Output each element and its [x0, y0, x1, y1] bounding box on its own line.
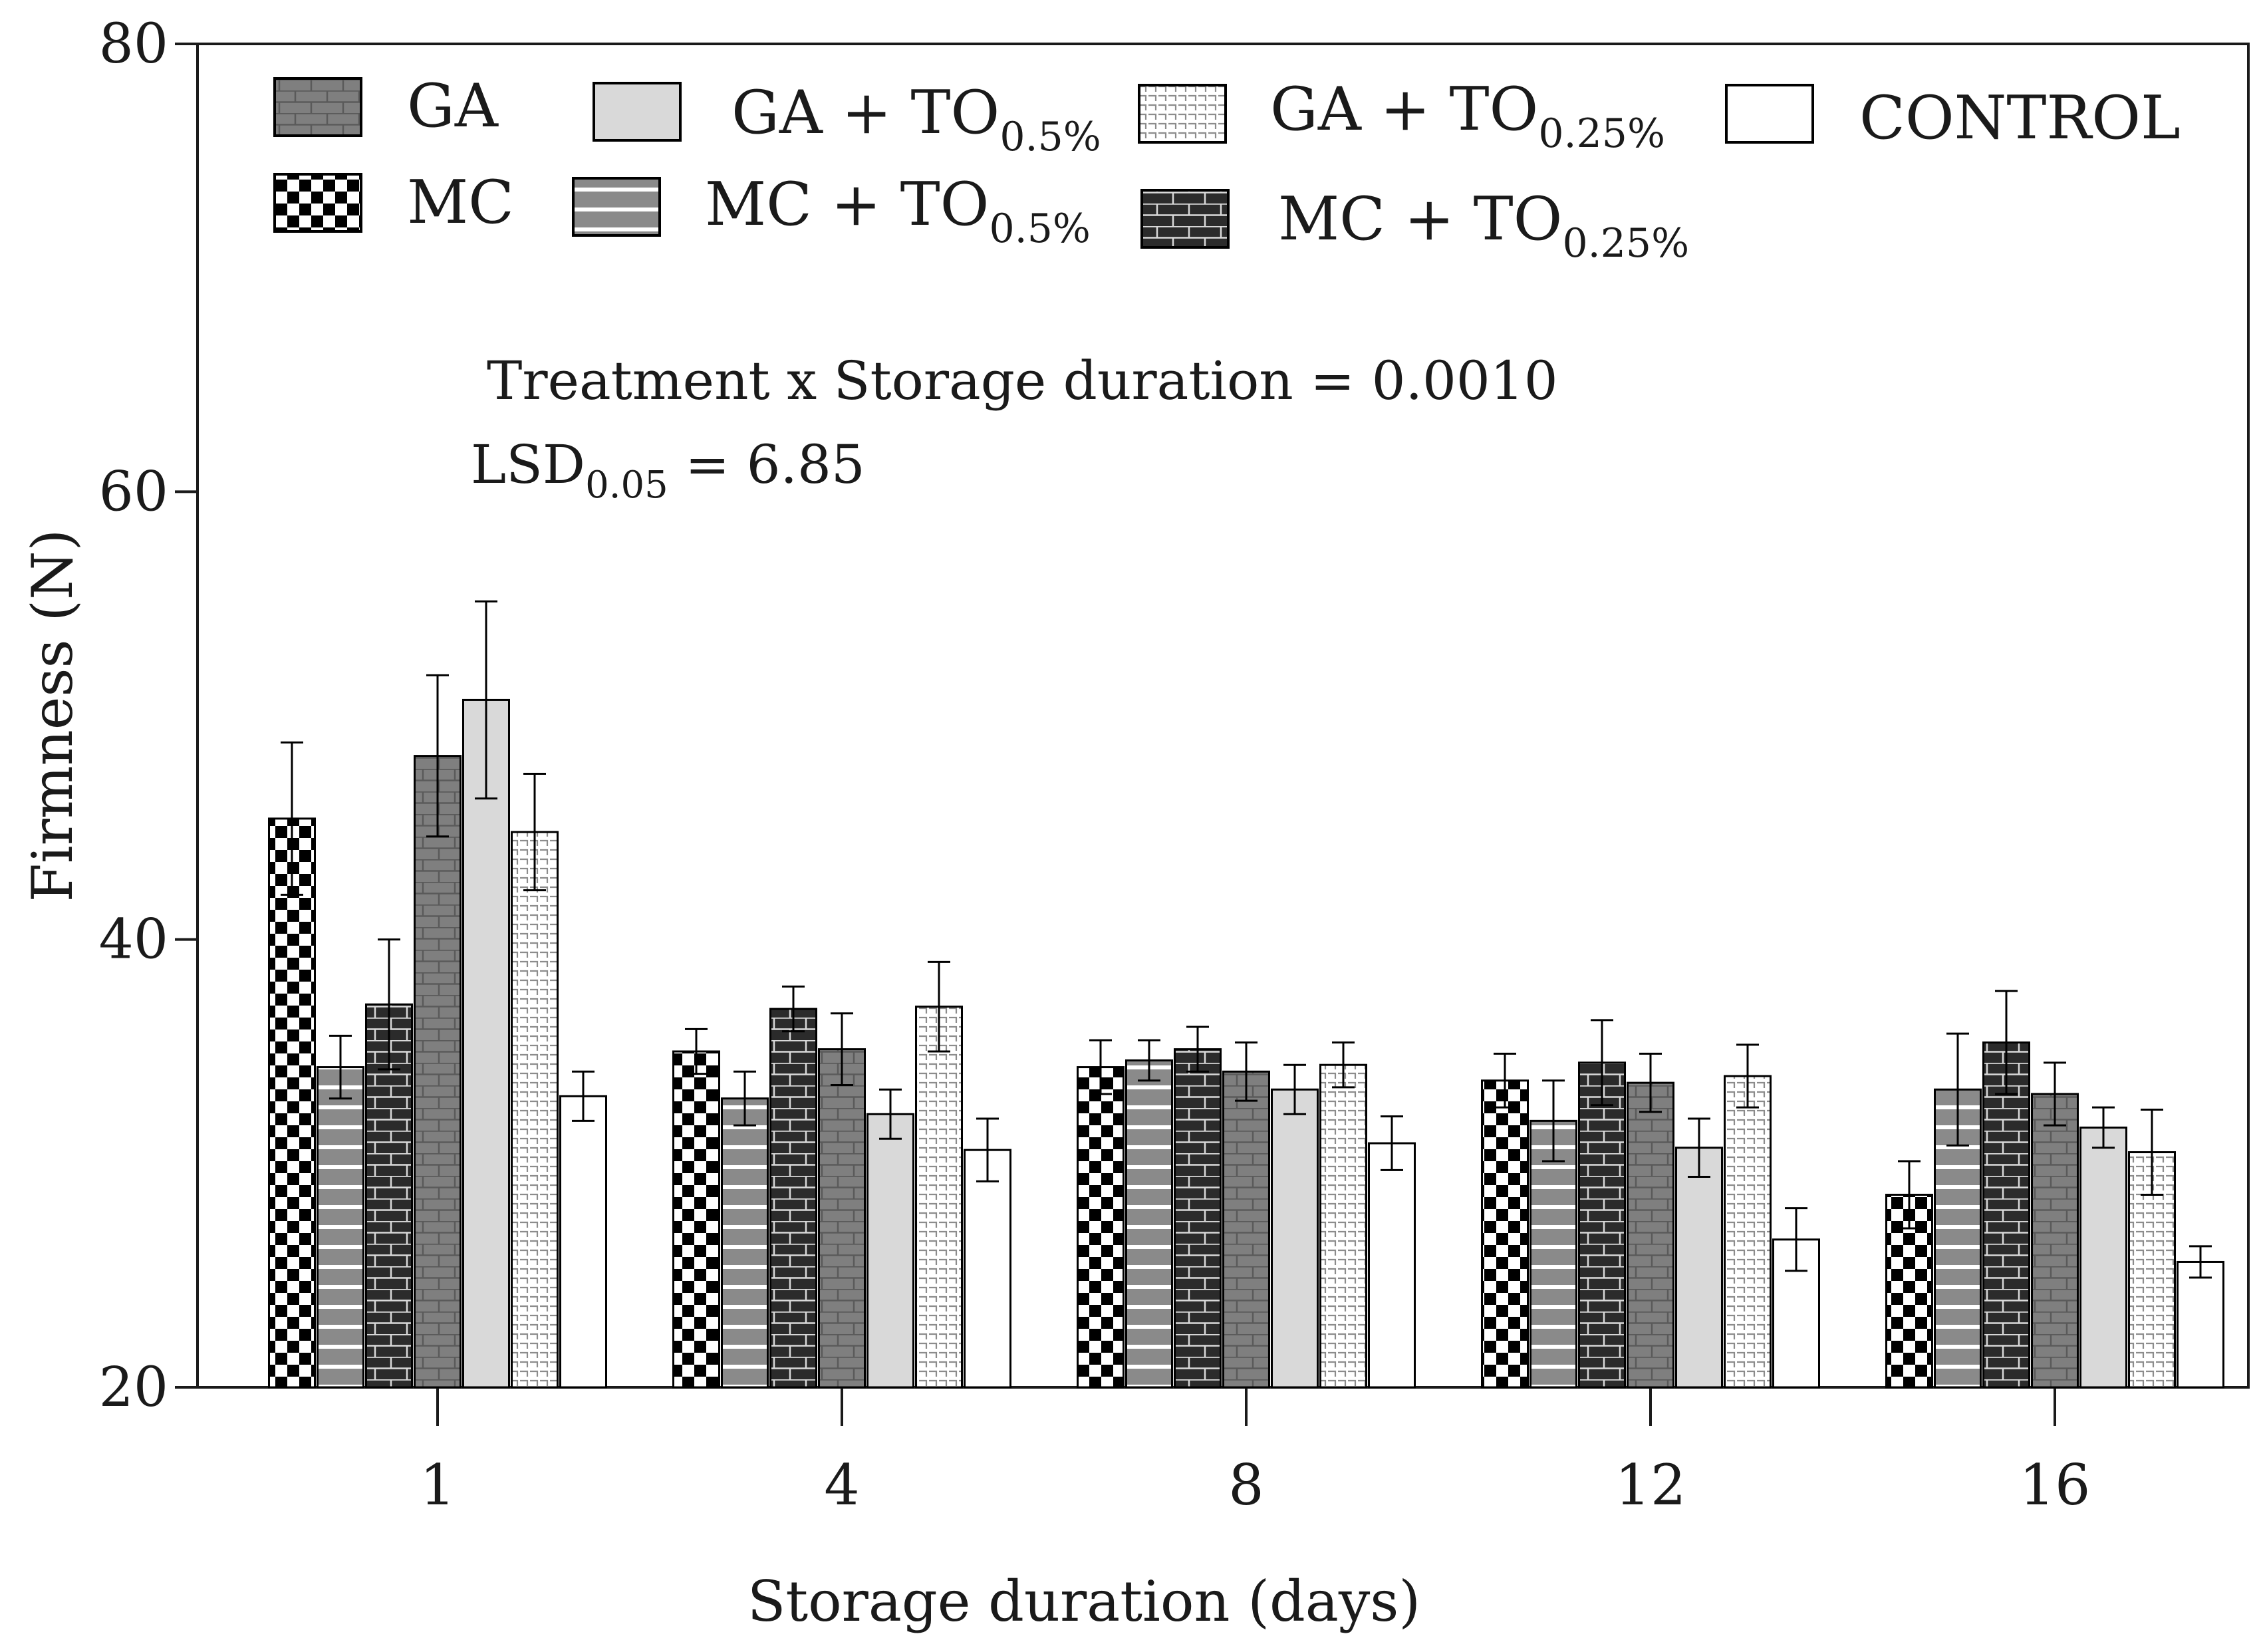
- bar: [1174, 1048, 1222, 1389]
- bar: [317, 1066, 364, 1389]
- y-tick-label: 40: [99, 908, 168, 972]
- legend-label: MC + TO0.25%: [1278, 184, 1689, 267]
- bar: [1627, 1081, 1674, 1389]
- y-tick-label: 60: [99, 460, 168, 523]
- legend-label: GA + TO0.5%: [731, 78, 1101, 160]
- bar: [559, 1095, 607, 1389]
- bar: [462, 698, 510, 1389]
- bar: [268, 817, 316, 1389]
- legend-label: MC: [407, 168, 514, 237]
- legend-swatch: [1140, 189, 1230, 249]
- x-tick-label: 12: [1615, 1452, 1686, 1518]
- legend-swatch: [1138, 84, 1227, 144]
- bar: [1578, 1061, 1626, 1389]
- x-tick-label: 1: [420, 1452, 455, 1518]
- x-axis: 1 4 8 12 16: [420, 1387, 2090, 1518]
- bar: [818, 1048, 866, 1389]
- bar: [1319, 1063, 1367, 1389]
- legend-swatch: [593, 82, 682, 142]
- legend-swatch: [273, 173, 362, 233]
- bar: [2177, 1260, 2224, 1389]
- legend-label: GA + TO0.25%: [1270, 74, 1665, 157]
- bar: [1077, 1066, 1125, 1389]
- bar: [414, 755, 462, 1389]
- error-bars: [281, 600, 2212, 1279]
- bar: [1724, 1075, 1772, 1389]
- bar: [2079, 1126, 2127, 1389]
- legend-swatch: [1725, 84, 1814, 144]
- y-tick-label: 80: [99, 13, 168, 76]
- lsd-annotation: LSD0.05 = 6.85: [471, 434, 865, 507]
- y-axis-title: Firmness (N): [20, 529, 85, 902]
- y-axis: 20 40 60 80: [99, 13, 198, 1419]
- bar: [866, 1113, 914, 1389]
- bar: [1368, 1142, 1416, 1389]
- legend-label: MC + TO0.5%: [705, 170, 1091, 252]
- bar: [1481, 1079, 1529, 1389]
- bar: [769, 1008, 817, 1389]
- x-axis-title: Storage duration (days): [747, 1569, 1420, 1634]
- bar: [964, 1149, 1011, 1389]
- legend-swatch: [572, 177, 661, 237]
- interaction-annotation: Treatment x Storage duration = 0.0010: [487, 350, 1558, 412]
- legend-swatch: [273, 77, 362, 137]
- bar: [915, 1006, 963, 1389]
- bar: [1271, 1088, 1319, 1389]
- bar: [511, 831, 559, 1389]
- legend: GA GA + TO0.5% GA + TO0.25% CONTROL MC MC + T…: [273, 71, 2181, 267]
- bar: [1982, 1041, 2030, 1389]
- bar: [1125, 1059, 1173, 1389]
- bar: [1675, 1147, 1723, 1389]
- legend-label: GA: [407, 71, 499, 141]
- bars: [268, 698, 2224, 1389]
- bar: [1222, 1070, 1270, 1389]
- bar: [2031, 1093, 2079, 1389]
- bar: [672, 1050, 720, 1389]
- legend-label: CONTROL: [1859, 83, 2181, 153]
- x-tick-label: 4: [824, 1452, 859, 1518]
- bar: [721, 1097, 769, 1389]
- x-tick-label: 8: [1228, 1452, 1263, 1518]
- y-tick-label: 20: [99, 1356, 168, 1419]
- x-tick-label: 16: [2020, 1452, 2091, 1518]
